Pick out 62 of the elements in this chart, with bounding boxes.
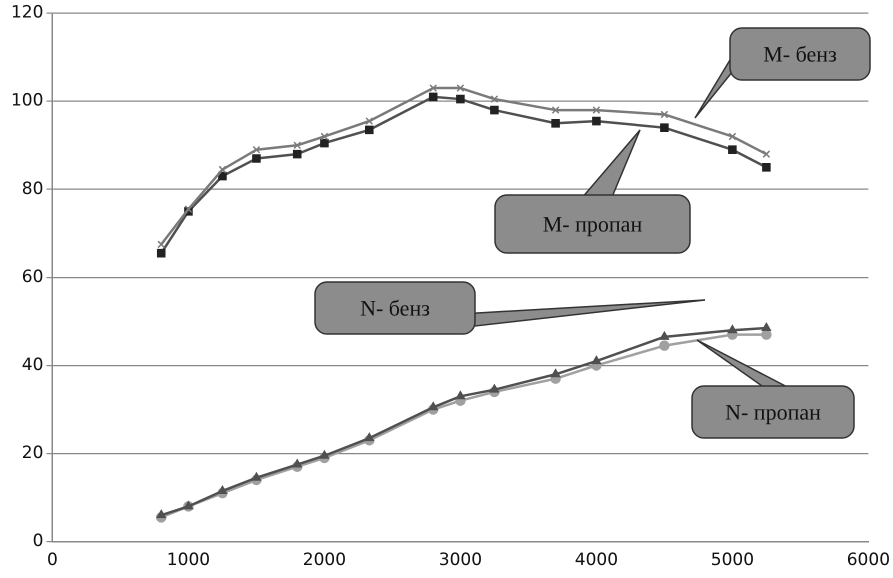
point <box>364 432 374 442</box>
y-tick-label: 20 <box>22 442 44 463</box>
point <box>592 116 601 126</box>
point <box>320 132 328 140</box>
x-tick-label: 6000 <box>846 550 890 570</box>
point <box>292 459 302 468</box>
point <box>728 324 738 334</box>
point <box>660 332 670 340</box>
point <box>218 166 226 174</box>
x-tick-label: 4000 <box>574 550 618 570</box>
y-tick-label: 0 <box>32 531 44 552</box>
point <box>156 248 166 258</box>
point <box>660 123 669 132</box>
y-tick-label: 80 <box>22 178 44 199</box>
point <box>365 117 374 126</box>
point <box>252 472 262 481</box>
point <box>456 391 466 400</box>
point <box>252 154 261 163</box>
point <box>762 150 770 158</box>
x-tick-label: 1000 <box>166 550 210 570</box>
point <box>552 106 560 114</box>
x-tick-label: 2000 <box>302 550 346 570</box>
x-tick-label: 5000 <box>710 550 754 570</box>
point <box>428 402 438 410</box>
point <box>490 106 499 114</box>
annotation: N- бенз <box>360 296 430 320</box>
point <box>728 145 737 154</box>
point <box>157 240 166 248</box>
point <box>292 150 302 158</box>
point <box>252 146 260 154</box>
point <box>592 356 602 364</box>
point <box>184 205 192 214</box>
point <box>184 501 194 510</box>
annotation: N- пропан <box>725 400 822 424</box>
point <box>320 450 330 459</box>
point <box>156 510 166 518</box>
point <box>320 138 329 148</box>
point <box>429 84 438 92</box>
annotation: M- бенз <box>763 42 837 66</box>
point <box>428 92 438 102</box>
x-tick-label: 3000 <box>438 550 482 570</box>
point <box>592 106 600 114</box>
point <box>293 141 302 150</box>
point <box>660 110 668 118</box>
point <box>365 126 374 134</box>
y-tick-label: 100 <box>10 90 44 111</box>
point <box>550 369 560 378</box>
y-tick-label: 40 <box>22 354 44 375</box>
x-tick-label: 0 <box>47 550 58 570</box>
point <box>456 94 465 104</box>
y-tick-label: 120 <box>10 2 44 23</box>
point <box>490 384 500 393</box>
point <box>762 163 771 172</box>
point <box>728 132 736 140</box>
point <box>456 84 464 92</box>
point <box>551 119 560 128</box>
point <box>659 340 670 351</box>
point <box>762 322 772 332</box>
y-tick-label: 60 <box>22 266 44 287</box>
annotation: M- пропан <box>542 212 642 236</box>
point <box>490 95 498 103</box>
point <box>218 486 228 494</box>
